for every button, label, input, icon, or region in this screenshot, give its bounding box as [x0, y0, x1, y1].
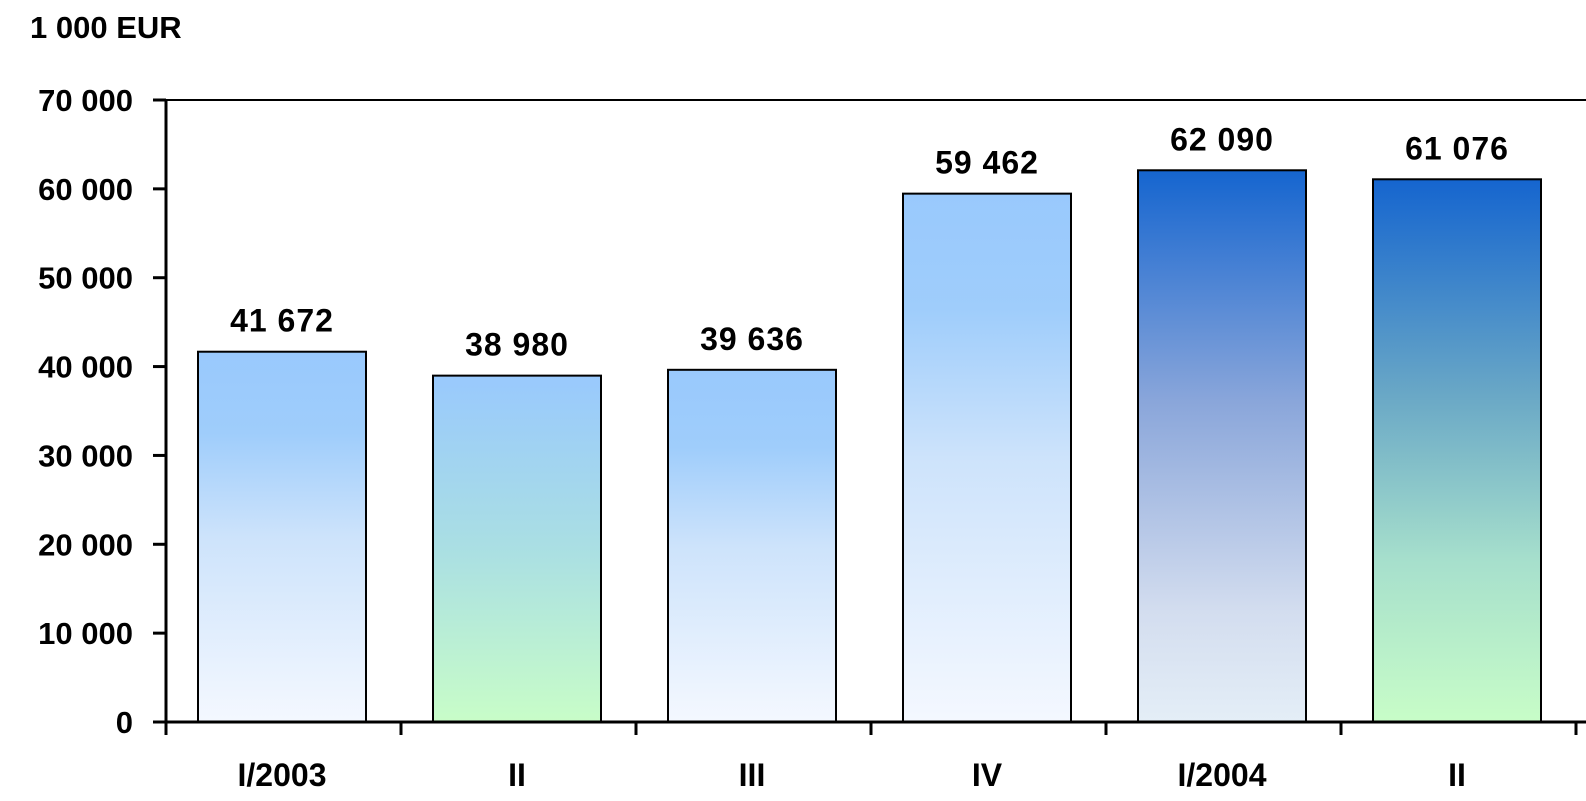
y-tick-label: 20 000 — [38, 527, 133, 562]
value-label: 59 462 — [935, 145, 1039, 181]
value-label: 62 090 — [1170, 121, 1274, 157]
bar-6 — [1372, 178, 1542, 723]
x-tick-label: I/2003 — [238, 757, 327, 793]
unit-label: 1 000 EUR — [30, 10, 182, 45]
y-tick-label: 60 000 — [38, 172, 133, 207]
value-labels: 41 672 38 980 39 636 59 462 62 090 61 076 — [230, 121, 1509, 363]
bar-5 — [1137, 169, 1307, 723]
value-label: 38 980 — [465, 327, 569, 363]
bars — [197, 169, 1542, 724]
value-label: 39 636 — [700, 321, 804, 357]
bar-4 — [902, 192, 1072, 724]
value-label: 41 672 — [230, 303, 334, 339]
x-tick-label: IV — [972, 757, 1003, 793]
y-tick-label: 40 000 — [38, 350, 133, 385]
x-tick-label: III — [739, 757, 766, 793]
x-tick-label: II — [508, 757, 526, 793]
bar-1 — [197, 350, 367, 723]
x-tick-label: II — [1448, 757, 1466, 793]
x-axis-ticks: I/2003 II III IV I/2004 II — [164, 722, 1578, 793]
x-tick-label: I/2004 — [1178, 757, 1267, 793]
axes — [164, 99, 1586, 724]
y-tick-label: 70 000 — [38, 83, 133, 118]
value-label: 61 076 — [1405, 130, 1509, 166]
y-tick-label: 30 000 — [38, 438, 133, 473]
y-tick-label: 0 — [116, 705, 133, 740]
y-tick-label: 10 000 — [38, 616, 133, 651]
y-axis-ticks: 0 10 000 20 000 30 000 40 000 50 000 60 000 70 … — [38, 83, 166, 740]
bar-3 — [667, 368, 837, 723]
bar-2 — [432, 374, 602, 723]
y-tick-label: 50 000 — [38, 261, 133, 296]
